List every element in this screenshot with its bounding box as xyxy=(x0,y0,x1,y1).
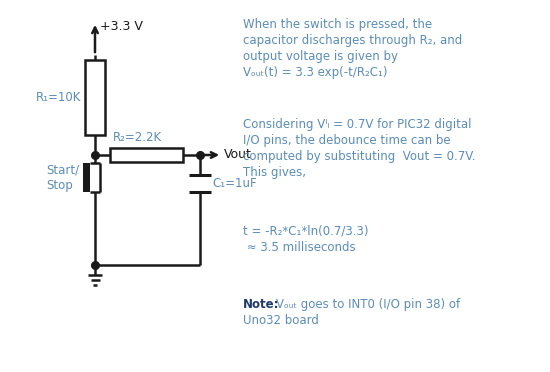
Text: ≈ 3.5 milliseconds: ≈ 3.5 milliseconds xyxy=(243,241,356,254)
Text: R₁=10K: R₁=10K xyxy=(36,91,81,104)
Text: Vₒᵤₜ(t) = 3.3 exp(-t/R₂C₁): Vₒᵤₜ(t) = 3.3 exp(-t/R₂C₁) xyxy=(243,66,388,79)
Text: Start/
Stop: Start/ Stop xyxy=(46,164,79,192)
Text: computed by substituting  Vout = 0.7V.: computed by substituting Vout = 0.7V. xyxy=(243,150,476,163)
Text: When the switch is pressed, the: When the switch is pressed, the xyxy=(243,18,432,31)
Text: R₂=2.2K: R₂=2.2K xyxy=(113,131,162,144)
Text: output voltage is given by: output voltage is given by xyxy=(243,50,398,63)
Bar xyxy=(110,148,183,162)
Bar xyxy=(83,163,90,192)
Text: I/O pins, the debounce time can be: I/O pins, the debounce time can be xyxy=(243,134,450,147)
Text: capacitor discharges through R₂, and: capacitor discharges through R₂, and xyxy=(243,34,462,47)
Text: +3.3 V: +3.3 V xyxy=(100,20,143,33)
Text: C₁=1uF: C₁=1uF xyxy=(212,177,257,190)
Bar xyxy=(85,60,105,135)
Text: Uno32 board: Uno32 board xyxy=(243,314,319,327)
Text: Considering Vᴵₗ = 0.7V for PIC32 digital: Considering Vᴵₗ = 0.7V for PIC32 digital xyxy=(243,118,471,131)
Text: Vout: Vout xyxy=(224,148,252,161)
Text: Vₒᵤₜ goes to INT0 (I/O pin 38) of: Vₒᵤₜ goes to INT0 (I/O pin 38) of xyxy=(276,298,460,311)
Text: Note:: Note: xyxy=(243,298,279,311)
Text: This gives,: This gives, xyxy=(243,166,306,179)
Text: t = -R₂*C₁*ln(0.7/3.3): t = -R₂*C₁*ln(0.7/3.3) xyxy=(243,225,368,238)
